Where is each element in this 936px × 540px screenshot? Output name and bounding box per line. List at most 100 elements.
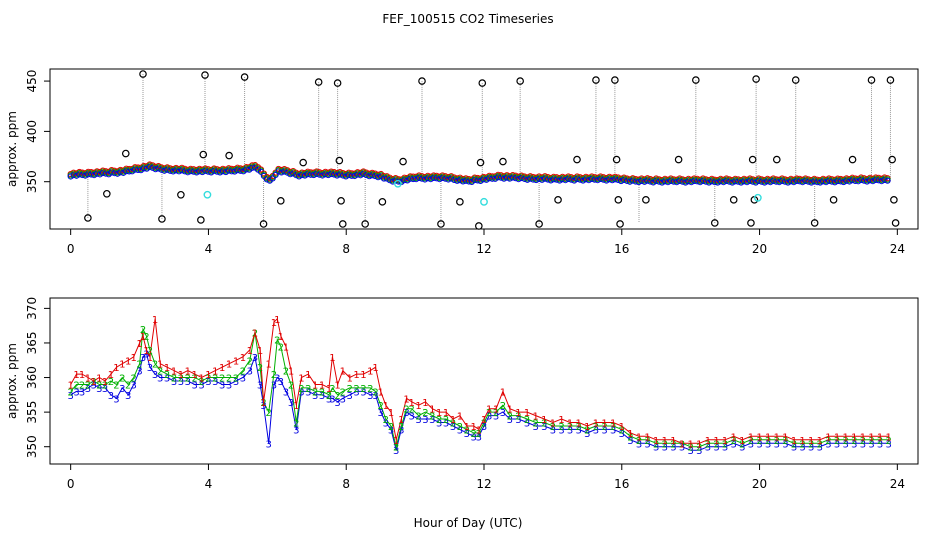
trace-point [178, 167, 186, 174]
series-marker-3: 3 [143, 349, 149, 360]
series-marker-2: 2 [257, 363, 263, 374]
trace-point [544, 176, 551, 183]
series-marker-2: 2 [372, 387, 378, 398]
trace-point [155, 165, 162, 172]
series-marker-1: 1 [403, 394, 409, 405]
series-marker-1: 1 [171, 367, 177, 378]
series-marker-1: 1 [157, 360, 163, 371]
series-marker-2: 2 [825, 436, 831, 447]
series-marker-2: 2 [436, 415, 442, 426]
series-marker-2: 2 [388, 422, 394, 433]
series-marker-3: 3 [334, 398, 340, 409]
series-marker-1: 1 [713, 436, 719, 447]
series-marker-1: 1 [670, 436, 676, 447]
top-y-tick-label: 350 [25, 170, 39, 193]
series-marker-1: 1 [731, 432, 737, 443]
series-marker-3: 3 [817, 443, 823, 454]
outlier-point [516, 77, 524, 85]
series-marker-1: 1 [584, 422, 590, 433]
series-marker-2: 2 [610, 422, 616, 433]
outlier-point [888, 155, 896, 164]
cyan-point [480, 197, 488, 206]
series-marker-1: 1 [877, 432, 883, 443]
series-marker-1: 1 [131, 353, 137, 364]
outlier-point [240, 73, 249, 81]
series-marker-1: 1 [450, 415, 456, 426]
series-marker-3: 3 [185, 377, 191, 388]
series-marker-1: 1 [415, 401, 421, 412]
series-marker-1: 1 [119, 360, 125, 371]
series-marker-1: 1 [85, 374, 91, 385]
series-marker-3: 3 [283, 387, 289, 398]
series-marker-1: 1 [851, 432, 857, 443]
trace-point [386, 177, 393, 184]
series-marker-2: 2 [550, 422, 556, 433]
series-marker-2: 2 [576, 422, 582, 433]
series-marker-1: 1 [679, 439, 685, 450]
series-marker-3: 3 [164, 374, 170, 385]
series-marker-1: 1 [436, 408, 442, 419]
series-marker-3: 3 [476, 432, 482, 443]
series-marker-3: 3 [393, 446, 399, 457]
series-marker-2: 2 [662, 439, 668, 450]
series-marker-1: 1 [739, 436, 745, 447]
outlier-point [314, 78, 323, 86]
series-marker-3: 3 [271, 380, 277, 391]
outlier-point [197, 216, 205, 224]
series-marker-2: 2 [765, 436, 771, 447]
series-marker-2: 2 [271, 370, 277, 381]
series-marker-3: 3 [493, 412, 499, 423]
series-marker-3: 3 [157, 374, 163, 385]
series-marker-1: 1 [125, 356, 131, 367]
top-x-tick-label: 12 [476, 242, 491, 256]
series-marker-2: 2 [464, 425, 470, 436]
series-marker-1: 1 [102, 377, 108, 388]
trace-point [527, 175, 534, 182]
series-marker-2: 2 [219, 374, 225, 385]
trace-point [615, 176, 622, 184]
bottom-y-tick-label: 370 [25, 297, 39, 320]
series-marker-1: 1 [140, 332, 146, 343]
series-marker-3: 3 [274, 374, 280, 385]
series-marker-2: 2 [476, 429, 482, 440]
series-marker-2: 2 [198, 377, 204, 388]
outlier-point [848, 155, 857, 164]
trace-point [336, 171, 344, 178]
series-marker-2: 2 [96, 380, 102, 391]
series-marker-3: 3 [136, 367, 142, 378]
series-marker-2: 2 [457, 422, 463, 433]
top-x-tick-label: 0 [67, 242, 75, 256]
cyan-point [203, 190, 212, 199]
series-marker-1: 1 [283, 342, 289, 353]
trace-point [146, 163, 153, 170]
top-y-axis: 350 400 450 [25, 70, 50, 193]
series-marker-3: 3 [408, 412, 414, 423]
series-marker-2: 2 [774, 436, 780, 447]
series-marker-2: 2 [140, 325, 146, 336]
bottom-x-axis: 0 4 8 12 16 20 24 [67, 464, 905, 491]
series-marker-3: 3 [226, 380, 232, 391]
series-marker-1: 1 [493, 405, 499, 416]
series-marker-1: 1 [722, 436, 728, 447]
series-marker-1: 1 [644, 432, 650, 443]
trace-point [164, 166, 171, 173]
outlier-point [554, 196, 562, 204]
trace-point [638, 177, 645, 184]
series-marker-1: 1 [340, 367, 346, 378]
series-marker-2: 2 [147, 346, 153, 357]
series-marker-3: 3 [278, 377, 284, 388]
series-marker-2: 2 [73, 380, 79, 391]
series-marker-3: 3 [240, 374, 246, 385]
series-marker-2: 2 [493, 408, 499, 419]
top-y-tick-label: 400 [25, 120, 39, 143]
series-marker-1: 1 [653, 436, 659, 447]
outlier-point [299, 158, 307, 167]
series-marker-1: 1 [515, 408, 521, 419]
series-marker-1: 1 [67, 380, 73, 391]
trace-point [629, 177, 636, 184]
series-marker-2: 2 [340, 387, 346, 398]
outlier-point [361, 220, 369, 228]
series-marker-2: 2 [305, 384, 311, 395]
outlier-point [692, 76, 700, 84]
